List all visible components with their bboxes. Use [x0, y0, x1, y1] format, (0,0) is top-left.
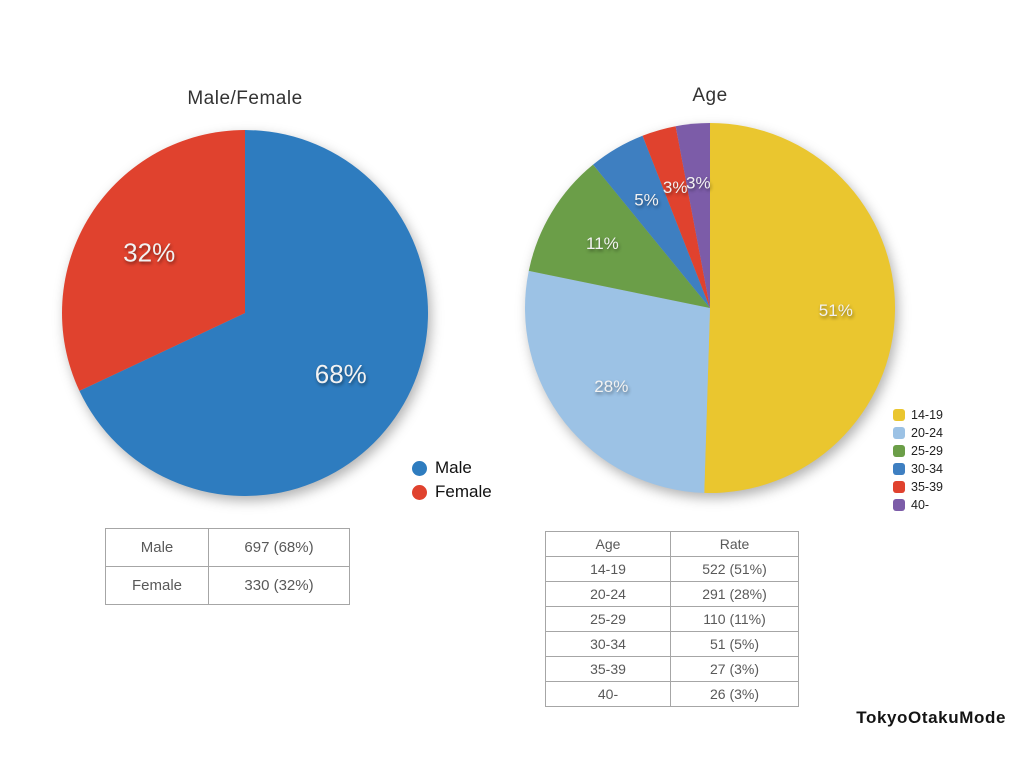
- gender-legend: Male Female: [412, 458, 492, 506]
- table-cell: 330 (32%): [208, 566, 350, 605]
- legend-label: 40-: [911, 498, 930, 512]
- legend-label: 20-24: [911, 426, 943, 440]
- table-header-cell: Rate: [670, 531, 799, 557]
- table-cell: 25-29: [545, 606, 671, 632]
- legend-label: 25-29: [911, 444, 943, 458]
- pie-value-label: 3%: [686, 174, 711, 193]
- legend-label: Male: [435, 458, 472, 477]
- gender-pie-chart: 68% 32%: [62, 130, 429, 496]
- pie-slice-40-: [675, 123, 710, 308]
- legend-item-female: Female: [412, 482, 492, 502]
- legend-item-20-24: 20-24: [893, 426, 943, 440]
- table-cell: Female: [105, 566, 209, 605]
- table-row: 35-39 27 (3%): [545, 656, 799, 682]
- legend-item-40plus: 40-: [893, 498, 943, 512]
- legend-item-30-34: 30-34: [893, 462, 943, 476]
- table-row: 20-24 291 (28%): [545, 581, 799, 607]
- pie-value-label: 51%: [819, 301, 853, 320]
- table-cell: 20-24: [545, 581, 671, 607]
- legend-item-35-39: 35-39: [893, 480, 943, 494]
- table-cell: 27 (3%): [670, 656, 799, 682]
- pie-value-label: 11%: [586, 234, 619, 253]
- legend-item-25-29: 25-29: [893, 444, 943, 458]
- age-legend: 14-19 20-24 25-29 30-34 35-39 40-: [893, 408, 943, 516]
- pie-slice-20-24: [525, 270, 710, 493]
- gender-table: Male 697 (68%) Female 330 (32%): [105, 528, 350, 605]
- table-cell: 522 (51%): [670, 556, 799, 582]
- table-header-cell: Age: [545, 531, 671, 557]
- pie-slice-Female: [62, 130, 245, 391]
- age-14-19-swatch-icon: [893, 409, 905, 421]
- tokyo-otaku-mode-logo: TokyoOtakuMode: [856, 708, 1006, 727]
- pie-value-label: 68%: [315, 359, 367, 389]
- pie-value-label: 32%: [123, 237, 175, 267]
- legend-item-14-19: 14-19: [893, 408, 943, 422]
- table-cell: 40-: [545, 681, 671, 707]
- age-table: Age Rate 14-19 522 (51%) 20-24 291 (28%)…: [545, 531, 799, 707]
- legend-label: 35-39: [911, 480, 943, 494]
- table-cell: 51 (5%): [670, 631, 799, 657]
- age-25-29-swatch-icon: [893, 445, 905, 457]
- table-row: 25-29 110 (11%): [545, 606, 799, 632]
- pie-slice-30-34: [593, 135, 710, 308]
- age-chart-title: Age: [692, 85, 728, 106]
- male-swatch-icon: [412, 460, 427, 476]
- table-cell: 14-19: [545, 556, 671, 582]
- table-cell: 697 (68%): [208, 528, 350, 567]
- table-row: 30-34 51 (5%): [545, 631, 799, 657]
- age-pie-chart: 51%28%11%5%3%3%: [525, 123, 896, 493]
- gender-chart-title: Male/Female: [187, 88, 303, 109]
- age-20-24-swatch-icon: [893, 427, 905, 439]
- pie-value-label: 28%: [594, 377, 628, 396]
- pie-value-label: 5%: [634, 190, 659, 209]
- pie-slice-25-29: [528, 164, 710, 308]
- table-cell: Male: [105, 528, 209, 567]
- legend-label: 30-34: [911, 462, 943, 476]
- female-swatch-icon: [412, 484, 427, 500]
- table-row: Female 330 (32%): [105, 566, 350, 605]
- table-cell: 110 (11%): [670, 606, 799, 632]
- table-header-row: Age Rate: [545, 531, 799, 557]
- age-40plus-swatch-icon: [893, 499, 905, 511]
- age-35-39-swatch-icon: [893, 481, 905, 493]
- table-cell: 35-39: [545, 656, 671, 682]
- pie-value-label: 3%: [663, 178, 688, 197]
- table-row: 40- 26 (3%): [545, 681, 799, 707]
- legend-label: 14-19: [911, 408, 943, 422]
- table-cell: 26 (3%): [670, 681, 799, 707]
- table-cell: 291 (28%): [670, 581, 799, 607]
- age-30-34-swatch-icon: [893, 463, 905, 475]
- legend-label: Female: [435, 482, 492, 501]
- table-row: Male 697 (68%): [105, 528, 350, 567]
- pie-slice-35-39: [642, 126, 710, 309]
- legend-item-male: Male: [412, 458, 492, 478]
- pie-slice-Male: [79, 130, 429, 496]
- pie-slice-14-19: [704, 123, 896, 493]
- table-row: 14-19 522 (51%): [545, 556, 799, 582]
- table-cell: 30-34: [545, 631, 671, 657]
